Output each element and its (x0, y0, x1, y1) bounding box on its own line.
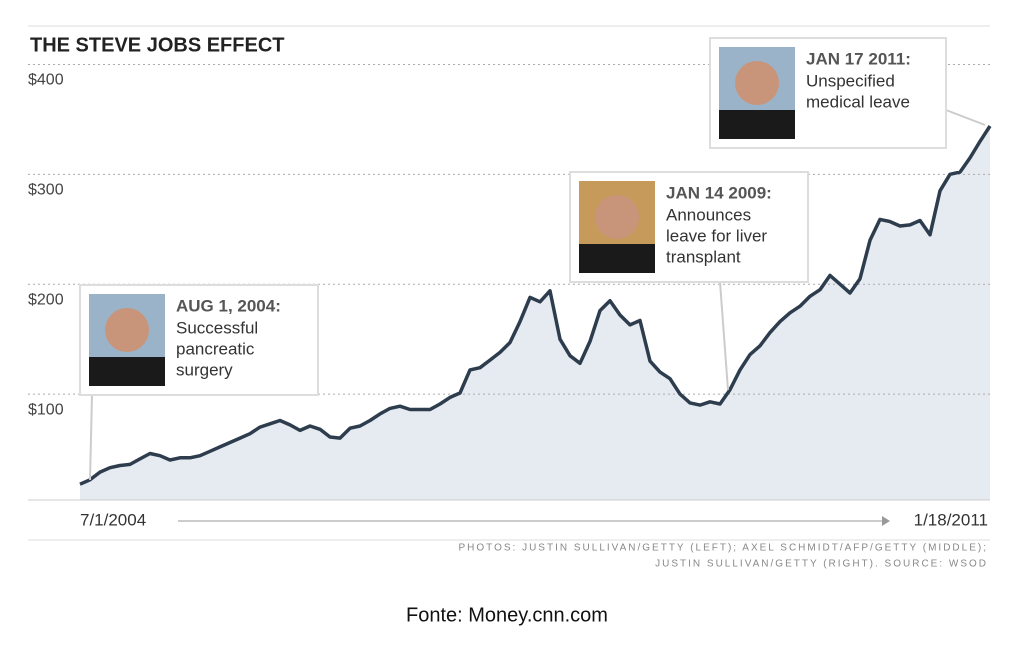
line (79, 125, 992, 486)
photo-face (105, 308, 149, 352)
callout-pointer (945, 109, 986, 126)
arrow-head (882, 516, 890, 526)
callout-text: Announces (666, 205, 751, 224)
callout-text: surgery (176, 360, 233, 379)
photo-face (595, 195, 639, 239)
y-tick-label: $100 (28, 401, 64, 418)
callout-date: JAN 14 2009: (666, 183, 772, 202)
y-tick-label: $200 (28, 291, 64, 308)
callout-text: pancreatic (176, 339, 255, 358)
callout-pointer (719, 281, 729, 391)
chart-title: THE STEVE JOBS EFFECT (30, 34, 284, 56)
callout-text: leave for liver (666, 226, 767, 245)
credit: PHOTOS: JUSTIN SULLIVAN/GETTY (LEFT); AX… (458, 543, 988, 554)
photo-shirt (579, 244, 655, 273)
x-end-label: 1/18/2011 (914, 510, 988, 529)
callout-text: medical leave (806, 92, 910, 111)
area (80, 126, 990, 500)
callout-text: Successful (176, 318, 258, 337)
y-tick-label: $300 (28, 182, 64, 199)
callout-date: JAN 17 2011: (806, 49, 911, 68)
y-tick-label: $400 (28, 72, 64, 89)
callout-text: Unspecified (806, 71, 895, 90)
photo-shirt (89, 357, 165, 386)
callout-pointer (89, 394, 93, 481)
callout-text: transplant (666, 247, 741, 266)
source: Fonte: Money.cnn.com (406, 604, 608, 626)
callout-date: AUG 1, 2004: (176, 296, 281, 315)
photo-shirt (719, 110, 795, 139)
photo-face (735, 61, 779, 105)
credit: JUSTIN SULLIVAN/GETTY (RIGHT). SOURCE: W… (655, 559, 988, 570)
x-start-label: 7/1/2004 (80, 510, 146, 529)
